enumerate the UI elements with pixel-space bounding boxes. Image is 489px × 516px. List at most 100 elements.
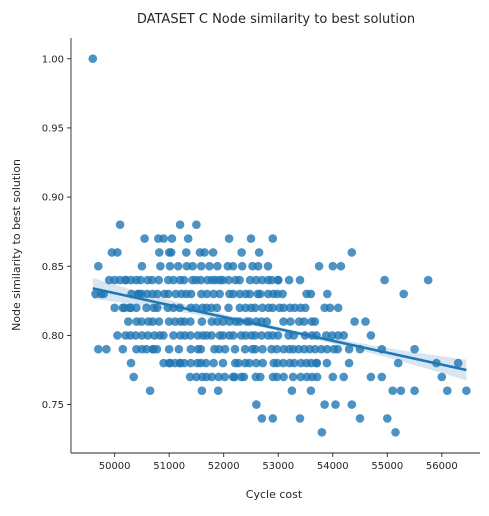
regression-line-layer <box>92 287 467 372</box>
data-point <box>262 317 272 326</box>
data-point <box>129 372 138 382</box>
data-point <box>255 289 265 299</box>
data-point <box>325 303 335 313</box>
data-point <box>197 386 207 396</box>
data-point <box>142 344 151 354</box>
data-point <box>396 386 406 396</box>
data-point <box>239 372 249 382</box>
data-point <box>250 331 260 340</box>
data-point <box>258 358 268 368</box>
data-point <box>218 358 228 368</box>
data-point <box>250 303 260 313</box>
data-point <box>209 358 218 368</box>
data-point <box>245 289 255 299</box>
data-point <box>228 289 238 299</box>
x-tick-label: 55000 <box>371 461 403 472</box>
x-tick-label: 54000 <box>317 461 349 472</box>
data-point <box>410 344 419 354</box>
data-point <box>208 248 218 257</box>
data-point <box>179 275 189 285</box>
x-tick-label: 50000 <box>99 461 131 472</box>
data-point <box>142 303 151 313</box>
x-axis-label: Cycle cost <box>246 488 303 501</box>
chart-title: DATASET C Node similarity to best soluti… <box>137 12 415 27</box>
data-point <box>94 344 103 354</box>
data-point <box>113 248 122 257</box>
data-point <box>251 344 260 354</box>
data-point <box>287 386 297 396</box>
data-point <box>255 372 265 382</box>
data-point <box>366 331 376 340</box>
data-point <box>224 234 234 243</box>
data-point <box>124 317 133 326</box>
data-point <box>235 289 245 299</box>
data-point <box>164 344 174 354</box>
data-point <box>131 331 140 340</box>
data-point <box>267 275 276 285</box>
data-point <box>182 261 192 271</box>
data-point <box>228 372 238 382</box>
data-point <box>290 358 299 368</box>
data-point <box>186 344 196 354</box>
data-point <box>207 372 217 382</box>
data-point <box>273 358 282 368</box>
data-point <box>205 261 214 271</box>
data-point <box>207 331 216 340</box>
data-point <box>218 331 228 340</box>
data-point <box>310 344 320 354</box>
data-point <box>201 358 211 368</box>
data-point <box>237 248 246 257</box>
data-point <box>155 248 164 257</box>
data-point <box>140 234 149 243</box>
data-point <box>268 303 278 313</box>
data-point <box>333 344 343 354</box>
data-point <box>165 261 175 271</box>
data-point <box>336 261 346 271</box>
data-point <box>399 289 409 299</box>
data-point <box>169 275 178 285</box>
y-tick-label: 0.75 <box>42 400 64 411</box>
data-point <box>347 248 357 257</box>
data-point <box>383 414 392 423</box>
y-ticks-layer: 0.75 0.80 0.85 0.90 0.95 1.00 <box>42 54 71 411</box>
data-point <box>214 344 224 354</box>
data-point <box>202 289 212 299</box>
data-point <box>164 289 173 299</box>
data-point <box>391 428 400 437</box>
data-point <box>88 54 98 63</box>
data-point <box>102 344 111 354</box>
data-point <box>180 317 189 326</box>
data-point <box>443 386 452 396</box>
data-point <box>159 358 168 368</box>
data-point <box>295 414 305 423</box>
data-point <box>286 317 295 326</box>
data-point <box>273 275 283 285</box>
data-point <box>159 331 168 340</box>
data-point <box>321 331 331 340</box>
data-point <box>257 331 266 340</box>
data-point <box>125 303 134 313</box>
data-point <box>186 289 196 299</box>
data-point <box>393 358 403 368</box>
data-point <box>462 386 471 396</box>
data-point <box>137 261 147 271</box>
data-point <box>214 372 223 382</box>
data-point <box>136 275 145 285</box>
data-point <box>279 372 288 382</box>
data-point <box>279 358 288 368</box>
y-tick-label: 0.90 <box>42 193 64 204</box>
data-point <box>388 386 398 396</box>
data-point <box>410 386 419 396</box>
data-point <box>183 234 193 243</box>
data-point <box>159 234 168 243</box>
data-point <box>344 358 354 368</box>
data-point <box>174 344 184 354</box>
data-point <box>192 220 201 229</box>
data-point <box>251 275 261 285</box>
data-point <box>185 372 195 382</box>
data-point <box>347 400 357 409</box>
data-point <box>195 248 205 257</box>
data-point <box>253 261 263 271</box>
x-tick-label: 53000 <box>262 461 294 472</box>
